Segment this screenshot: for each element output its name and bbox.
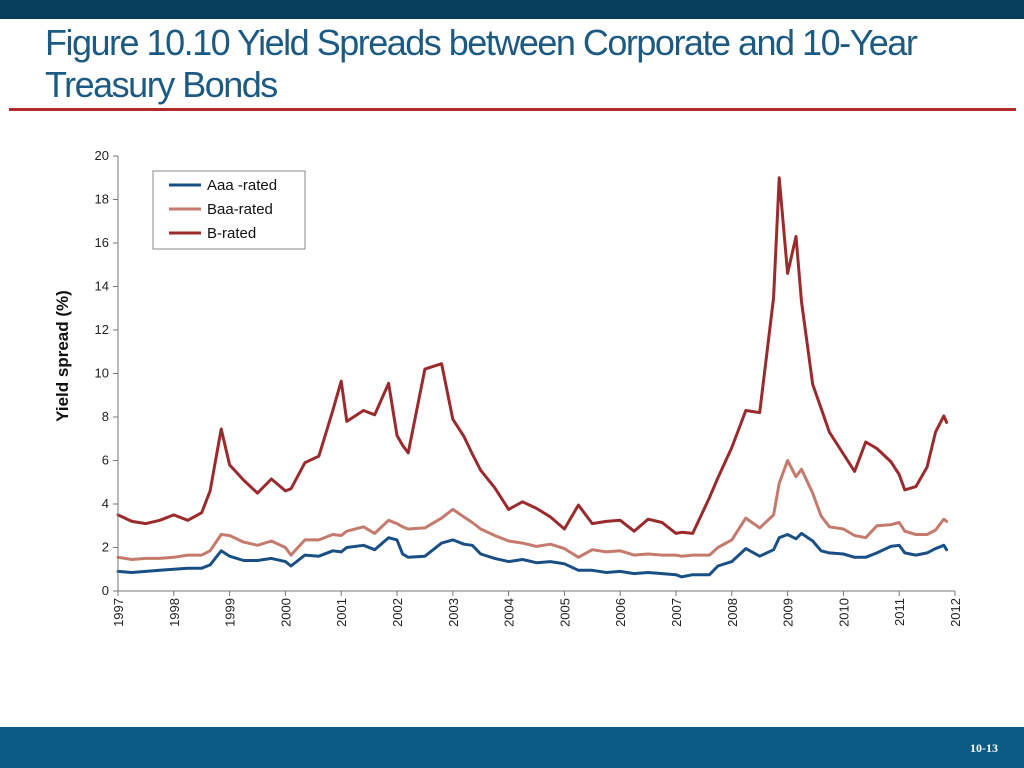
- tick-labels: 0 2 4 6 8 10 12 14 16 18 20 1997 1998 1999 2000 2001 200…: [95, 148, 963, 627]
- yield-spread-chart: 0 2 4 6 8 10 12 14 16 18 20 1997 1998 1999 2000 2001 200…: [53, 148, 963, 627]
- top-banner: [0, 0, 1024, 19]
- y-tick-label: 0: [102, 583, 109, 598]
- legend-entry: Baa-rated: [207, 201, 273, 218]
- y-tick-label: 12: [95, 322, 109, 337]
- legend: Aaa -rated Baa-rated B-rated: [152, 170, 306, 250]
- x-tick-label: 2010: [836, 598, 851, 627]
- x-tick-label: 2000: [278, 598, 293, 627]
- x-tick-label: 2003: [446, 598, 461, 627]
- x-tick-label: 1999: [223, 598, 238, 627]
- title-divider: [9, 108, 1016, 111]
- y-tick-label: 14: [95, 279, 109, 294]
- y-tick-label: 8: [102, 409, 109, 424]
- legend-entry: B-rated: [207, 225, 256, 242]
- y-tick-label: 20: [95, 148, 109, 163]
- x-tick-label: 2001: [334, 598, 349, 627]
- y-tick-label: 10: [95, 366, 109, 381]
- slide-number: 10-13: [970, 741, 998, 755]
- x-tick-label: 2006: [613, 598, 628, 627]
- y-tick-label: 18: [95, 192, 109, 207]
- x-tick-label: 2008: [725, 598, 740, 627]
- axes: [113, 155, 956, 596]
- legend-entry: Aaa -rated: [207, 177, 277, 194]
- plot-lines: [116, 176, 949, 579]
- slide-title: Figure 10.10 Yield Spreads between Corpo…: [45, 22, 918, 105]
- y-tick-label: 4: [102, 496, 109, 511]
- series-line-2: [116, 459, 949, 561]
- x-tick-label: 2004: [502, 598, 517, 627]
- x-tick-label: 1997: [111, 598, 126, 627]
- y-tick-label: 2: [102, 540, 109, 555]
- x-tick-label: 2012: [948, 598, 963, 627]
- x-tick-label: 1998: [167, 598, 182, 627]
- series-line-1: [116, 531, 949, 579]
- x-tick-label: 2005: [557, 598, 572, 627]
- x-tick-label: 2007: [669, 598, 684, 627]
- bottom-banner: 10-13: [0, 727, 1024, 768]
- x-tick-label: 2002: [390, 598, 405, 627]
- y-tick-label: 6: [102, 453, 109, 468]
- y-tick-label: 16: [95, 235, 109, 250]
- series-line-3: [116, 176, 949, 535]
- y-axis-label: Yield spread (%): [53, 290, 72, 422]
- x-tick-label: 2011: [892, 598, 907, 626]
- x-tick-label: 2009: [781, 598, 796, 627]
